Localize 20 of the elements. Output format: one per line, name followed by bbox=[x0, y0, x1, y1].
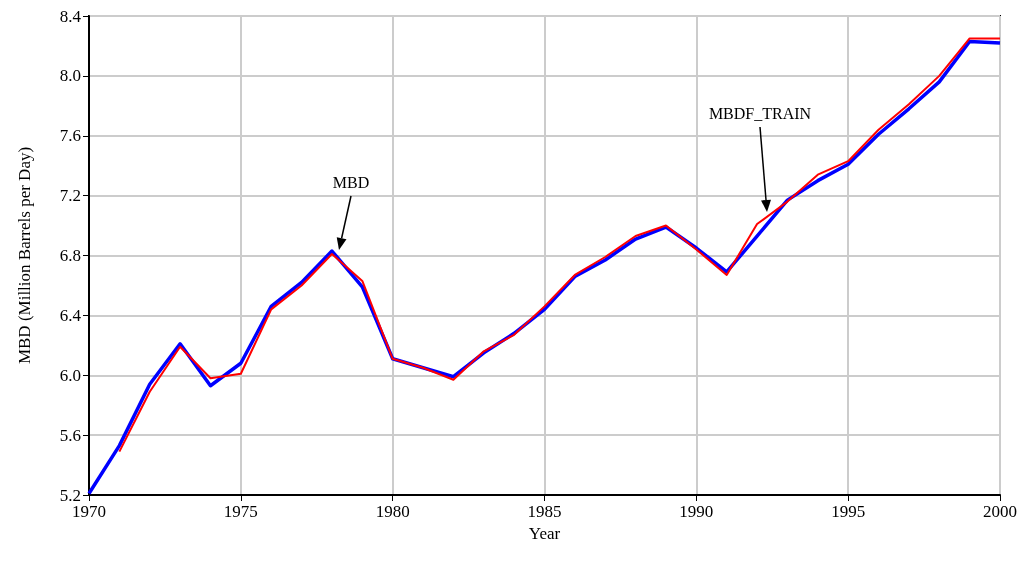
y-tick-label: 8.0 bbox=[59, 66, 81, 86]
y-axis-title: MBD (Million Barrels per Day) bbox=[15, 146, 34, 365]
x-tick-label: 2000 bbox=[983, 502, 1017, 521]
annotation: MBD bbox=[332, 174, 370, 192]
x-tick-label: 1990 bbox=[679, 502, 714, 521]
y-tick-label: 7.6 bbox=[59, 126, 81, 146]
x-axis-title: Year bbox=[528, 523, 561, 543]
x-tick-label: 1995 bbox=[831, 502, 866, 521]
y-tick-label: 6.8 bbox=[59, 246, 81, 265]
y-tick-label: 6.0 bbox=[59, 365, 81, 385]
y-tick-label: 5.6 bbox=[59, 425, 81, 445]
x-tick-label: 1980 bbox=[375, 502, 410, 521]
y-tick-label: 6.4 bbox=[59, 305, 82, 325]
y-tick-label: 7.2 bbox=[59, 186, 81, 206]
x-tick-label: 1970 bbox=[72, 502, 106, 521]
y-tick-label: 8.4 bbox=[59, 6, 82, 26]
annotation: MBDF_TRAIN bbox=[708, 105, 812, 123]
y-tick-label: 5.2 bbox=[59, 485, 81, 505]
x-tick-label: 1985 bbox=[527, 502, 562, 521]
x-tick-label: 1975 bbox=[223, 502, 258, 521]
